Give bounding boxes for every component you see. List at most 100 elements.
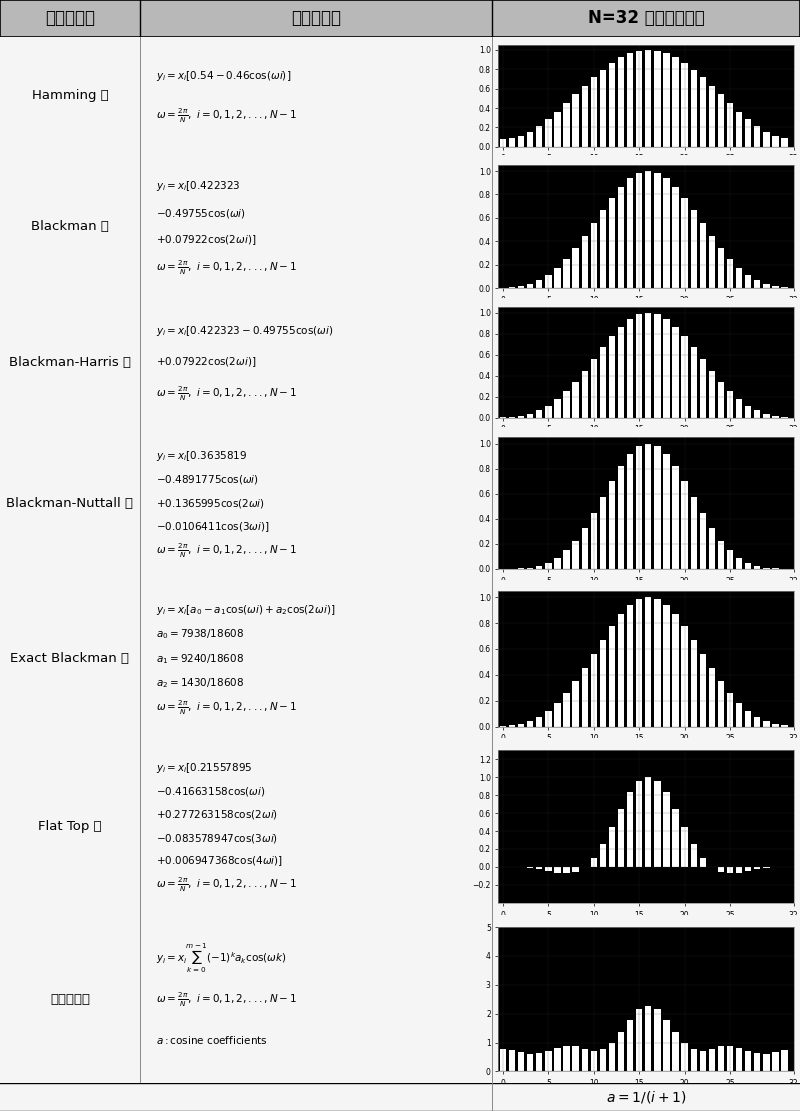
Text: Blackman-Harris 窗: Blackman-Harris 窗 — [9, 356, 131, 369]
Bar — [645, 312, 651, 418]
Bar — [554, 111, 561, 147]
Bar — [645, 50, 651, 147]
Bar — [763, 283, 770, 288]
Bar — [527, 867, 534, 868]
Bar — [690, 210, 697, 288]
Text: $y_i = x_i[0.21557895$: $y_i = x_i[0.21557895$ — [156, 761, 253, 775]
Bar — [690, 70, 697, 147]
Bar — [527, 283, 534, 288]
Bar — [782, 138, 788, 147]
Bar — [527, 413, 534, 418]
Bar — [727, 550, 733, 569]
Bar — [573, 681, 578, 727]
Text: $\omega = \frac{2\pi}{N},\ i = 0,1,2,...,N-1$: $\omega = \frac{2\pi}{N},\ i = 0,1,2,...… — [156, 384, 298, 403]
Bar — [600, 498, 606, 569]
Bar — [727, 259, 733, 288]
Text: $-0.4891775\cos(\omega i)$: $-0.4891775\cos(\omega i)$ — [156, 473, 259, 486]
Bar — [627, 605, 634, 727]
Bar — [690, 640, 697, 727]
Bar — [763, 131, 770, 147]
Bar — [536, 280, 542, 288]
Bar — [590, 359, 597, 418]
Bar — [663, 1020, 670, 1071]
Bar — [699, 223, 706, 288]
Text: $+0.1365995\cos(2\omega i)$: $+0.1365995\cos(2\omega i)$ — [156, 497, 265, 510]
Bar — [772, 136, 778, 147]
Bar — [736, 268, 742, 288]
Bar — [672, 187, 678, 288]
Bar — [500, 1049, 506, 1071]
Bar — [518, 1052, 524, 1071]
Bar — [600, 640, 606, 727]
Bar — [709, 528, 715, 569]
Bar — [573, 541, 578, 569]
Text: Blackman 窗: Blackman 窗 — [31, 220, 109, 233]
Text: $\omega = \frac{2\pi}{N},\ i = 0,1,2,...,N-1$: $\omega = \frac{2\pi}{N},\ i = 0,1,2,...… — [156, 541, 298, 560]
Bar — [600, 70, 606, 147]
Bar — [554, 558, 561, 569]
Bar — [672, 614, 678, 727]
Bar — [609, 63, 615, 147]
Bar — [590, 513, 597, 569]
Bar — [736, 558, 742, 569]
Bar — [582, 528, 588, 569]
Bar — [627, 319, 634, 418]
Bar — [554, 1049, 561, 1071]
Text: $\omega = \frac{2\pi}{N},\ i = 0,1,2,...,N-1$: $\omega = \frac{2\pi}{N},\ i = 0,1,2,...… — [156, 875, 298, 894]
Bar — [600, 348, 606, 418]
Bar — [672, 58, 678, 147]
Bar — [627, 454, 634, 569]
Bar — [636, 1010, 642, 1071]
Bar — [663, 53, 670, 147]
Bar — [718, 381, 724, 418]
Bar — [699, 359, 706, 418]
Bar — [573, 1047, 578, 1071]
Bar — [545, 867, 551, 871]
Text: 广义余弦窗: 广义余弦窗 — [50, 993, 90, 1005]
Bar — [709, 86, 715, 147]
Text: Flat Top 窗: Flat Top 窗 — [38, 820, 102, 833]
Bar — [709, 668, 715, 727]
Bar — [754, 867, 761, 870]
Bar — [672, 467, 678, 569]
Bar — [690, 1050, 697, 1071]
Bar — [672, 809, 678, 867]
Bar — [663, 605, 670, 727]
Bar — [654, 1010, 661, 1071]
Bar — [618, 327, 624, 418]
Bar — [618, 187, 624, 288]
Bar — [663, 178, 670, 288]
Bar — [699, 1051, 706, 1071]
Bar — [636, 314, 642, 418]
Bar — [690, 844, 697, 867]
Bar — [527, 1053, 534, 1071]
Bar — [709, 1049, 715, 1071]
Text: $+0.006947368\cos(4\omega i)]$: $+0.006947368\cos(4\omega i)]$ — [156, 854, 283, 869]
Bar — [554, 268, 561, 288]
Bar — [736, 111, 742, 147]
Text: $\omega = \frac{2\pi}{N},\ i = 0,1,2,...,N-1$: $\omega = \frac{2\pi}{N},\ i = 0,1,2,...… — [156, 258, 298, 277]
Text: $\omega = \frac{2\pi}{N},\ i = 0,1,2,...,N-1$: $\omega = \frac{2\pi}{N},\ i = 0,1,2,...… — [156, 107, 298, 126]
Text: $\omega = \frac{2\pi}{N},\ i = 0,1,2,...,N-1$: $\omega = \frac{2\pi}{N},\ i = 0,1,2,...… — [156, 990, 298, 1009]
Bar — [754, 126, 761, 147]
Bar — [636, 447, 642, 569]
Bar — [545, 562, 551, 569]
Bar — [582, 668, 588, 727]
Bar — [573, 248, 578, 288]
Text: Blackman-Nuttall 窗: Blackman-Nuttall 窗 — [6, 497, 134, 510]
Bar — [736, 1049, 742, 1071]
Bar — [518, 287, 524, 288]
Bar — [745, 711, 751, 727]
Bar — [527, 568, 534, 569]
Bar — [699, 513, 706, 569]
Bar — [682, 198, 688, 288]
Bar — [718, 1047, 724, 1071]
Bar — [536, 717, 542, 727]
Bar — [727, 1047, 733, 1071]
Bar — [545, 119, 551, 147]
Text: $-0.41663158\cos(\omega i)$: $-0.41663158\cos(\omega i)$ — [156, 785, 266, 798]
Bar — [727, 391, 733, 418]
Bar — [536, 565, 542, 569]
Bar — [527, 131, 534, 147]
Bar — [518, 723, 524, 727]
